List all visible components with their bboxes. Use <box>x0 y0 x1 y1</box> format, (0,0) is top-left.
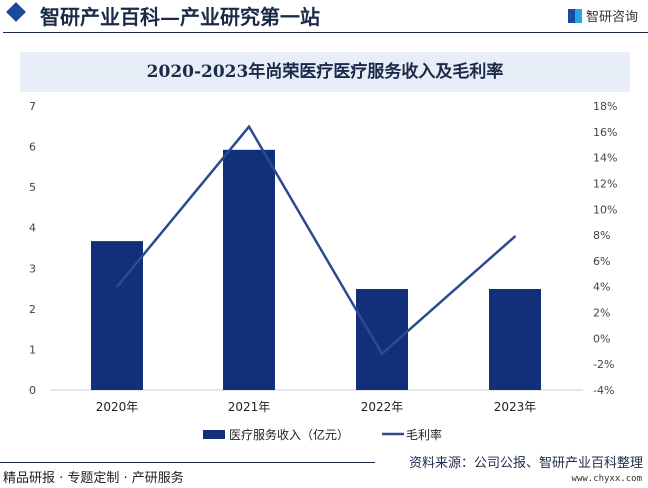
x-tick: 2022年 <box>361 400 404 414</box>
y-right-tick: -2% <box>593 358 614 371</box>
x-tick: 2020年 <box>96 400 139 414</box>
y-right-tick: 4% <box>593 281 610 294</box>
line-point <box>116 285 118 288</box>
site-url: www.chyxx.com <box>571 474 642 484</box>
legend-line-label: 毛利率 <box>406 427 442 442</box>
chart-title: 2020-2023年尚荣医疗医疗服务收入及毛利率 <box>20 52 630 92</box>
y-right-tick: 0% <box>593 332 610 345</box>
y-left-tick: 6 <box>29 141 36 154</box>
x-tick: 2021年 <box>228 400 271 414</box>
y-right-tick: 6% <box>593 255 610 268</box>
bar <box>223 149 275 390</box>
line-series <box>116 124 516 356</box>
logo-icon <box>567 8 582 23</box>
logo: 智研咨询 <box>567 6 638 25</box>
footer-divider <box>0 462 375 463</box>
y-right-tick: 2% <box>593 307 610 320</box>
y-left-tick: 4 <box>29 222 36 235</box>
y-right-tick: 18% <box>593 100 617 113</box>
divider <box>3 32 648 33</box>
y-left-tick: 3 <box>29 262 36 275</box>
x-tick: 2023年 <box>494 400 537 414</box>
bar <box>489 288 541 390</box>
line-point <box>381 352 383 355</box>
line-point <box>248 125 250 128</box>
y-right-tick: 14% <box>593 152 617 165</box>
header-title: 智研产业百科—产业研究第一站 <box>40 5 320 29</box>
source-note: 资料来源：公司公报、智研产业百科整理 <box>408 456 643 471</box>
y-right-tick: 8% <box>593 229 610 242</box>
y-right-tick: 16% <box>593 126 617 139</box>
y-right-tick: 10% <box>593 203 617 216</box>
y-left-tick: 1 <box>29 343 36 356</box>
line-point <box>514 235 516 238</box>
y-left-tick: 0 <box>29 384 36 397</box>
footer-tagline: 精品研报 · 专题定制 · 产研服务 <box>3 471 184 486</box>
bar <box>356 288 408 390</box>
y-left-tick: 2 <box>29 303 36 316</box>
y-right-tick: -4% <box>593 384 614 397</box>
header: 智研产业百科—产业研究第一站 智研咨询 <box>0 0 648 32</box>
y-left-tick: 5 <box>29 181 36 194</box>
y-right-tick: 12% <box>593 177 617 190</box>
legend-bar-label: 医疗服务收入（亿元） <box>229 427 349 442</box>
legend-bar-swatch <box>203 430 225 439</box>
logo-text: 智研咨询 <box>585 10 638 25</box>
y-left-tick: 7 <box>29 100 36 113</box>
